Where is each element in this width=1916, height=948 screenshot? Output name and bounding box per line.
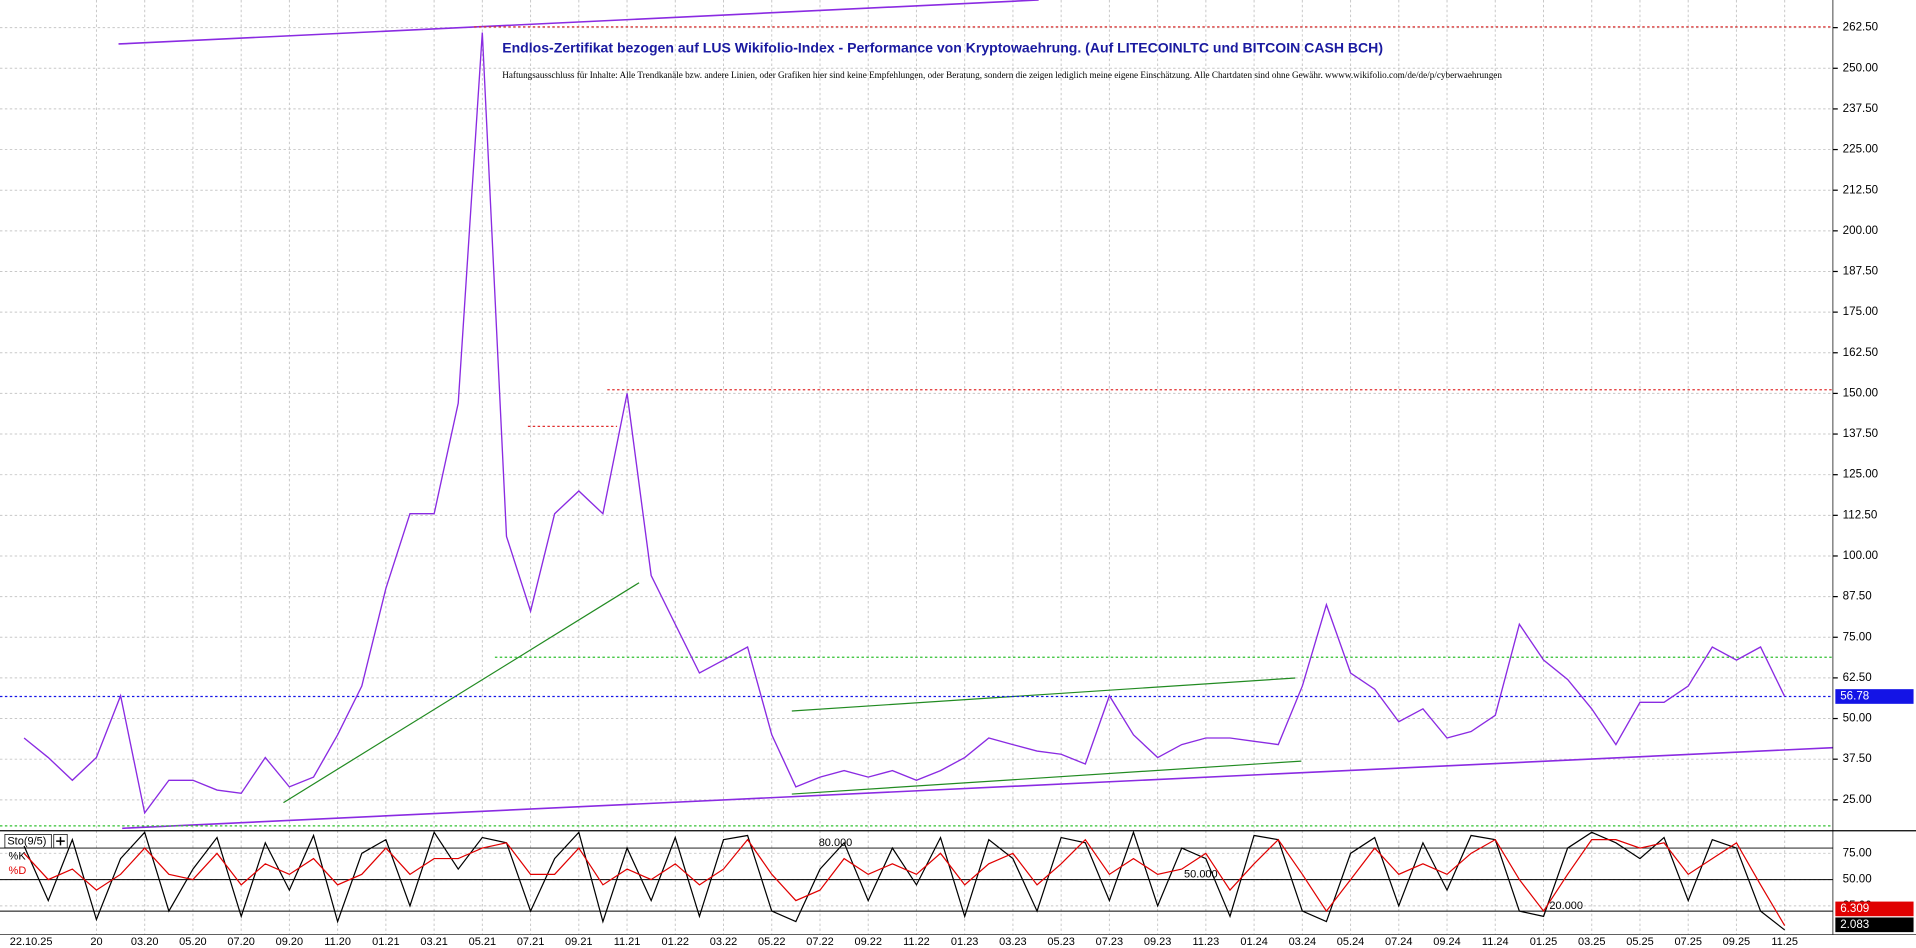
y-tick-label: 137.50 [1843,427,1878,440]
x-tick-label: 01.24 [1240,936,1268,948]
trendline [122,746,1833,830]
legend-entry: %K [9,850,27,862]
date-label: 22.10.25 [10,936,53,948]
x-tick-label: 11.23 [1193,936,1220,948]
y-tick-label: 212.50 [1843,183,1878,196]
trendline [283,582,640,804]
y-tick-label: 62.50 [1843,671,1872,684]
price-line [23,32,1786,815]
x-tick-label: 01.22 [662,936,690,948]
y-tick-label: 50.00 [1843,712,1872,725]
x-tick-label: 20 [90,936,102,948]
x-tick-label: 07.20 [227,936,255,948]
last-value-box [1835,917,1914,933]
trendline [791,677,1296,712]
y-tick-label: 175.00 [1843,305,1878,318]
x-tick-label: 09.22 [854,936,882,948]
x-tick-label: 01.21 [372,936,400,948]
y-tick-label: 187.50 [1843,265,1878,278]
y-tick-label: 75.00 [1843,846,1872,859]
x-tick-label: 09.20 [276,936,304,948]
y-tick-label: 25.00 [1843,793,1872,806]
y-tick-label: 125.00 [1843,468,1878,481]
x-tick-label: 05.25 [1626,936,1654,948]
x-tick-label: 03.21 [420,936,448,948]
legend-entry: %D [9,865,27,877]
level-label: 50.000 [1184,869,1218,881]
trendline [118,0,1039,45]
x-tick-label: 03.24 [1289,936,1317,948]
last-value-label: 56.78 [1840,690,1869,703]
grid [0,0,1833,935]
x-tick-label: 03.25 [1578,936,1606,948]
stochastic-line [23,838,1786,926]
x-tick-label: 07.24 [1385,936,1413,948]
y-tick-label: 87.50 [1843,590,1872,603]
x-tick-label: 11.24 [1482,936,1509,948]
x-tick-label: 09.23 [1144,936,1172,948]
x-tick-label: 11.21 [614,936,641,948]
y-tick-label: 237.50 [1843,102,1878,115]
x-tick-label: 05.24 [1337,936,1365,948]
panel-title: Sto(9/5) [7,836,46,848]
last-value-label: 2.083 [1840,918,1869,931]
x-tick-label: 07.25 [1674,936,1702,948]
x-tick-label: 11.22 [903,936,930,948]
last-value-label: 6.309 [1840,902,1869,915]
y-tick-label: 200.00 [1843,224,1878,237]
chart-subtitle: Haftungsausschluss für Inhalte: Alle Tre… [502,70,1502,80]
x-tick-label: 07.23 [1096,936,1124,948]
y-tick-label: 112.50 [1843,508,1878,521]
x-tick-label: 05.22 [758,936,786,948]
y-tick-label: 50.00 [1843,873,1872,886]
x-tick-label: 05.21 [469,936,497,948]
level-label: 20.000 [1549,900,1583,912]
y-tick-label: 250.00 [1843,61,1878,74]
y-tick-label: 225.00 [1843,143,1878,156]
plus-icon [56,836,65,846]
x-tick-label: 01.23 [951,936,979,948]
y-tick-label: 162.50 [1843,346,1878,359]
x-tick-label: 03.23 [999,936,1027,948]
y-tick-label: 100.00 [1843,549,1878,562]
x-tick-label: 05.20 [179,936,207,948]
chart-title: Endlos-Zertifikat bezogen auf LUS Wikifo… [502,40,1383,56]
x-tick-label: 11.25 [1771,936,1798,948]
y-tick-label: 262.50 [1843,21,1878,34]
last-value-box [1835,689,1914,704]
y-tick-label: 75.00 [1843,630,1872,643]
x-tick-label: 01.25 [1530,936,1558,948]
x-tick-label: 05.23 [1047,936,1075,948]
x-tick-label: 07.22 [806,936,834,948]
x-tick-label: 03.20 [131,936,159,948]
y-tick-label: 150.00 [1843,386,1878,399]
level-label: 80.000 [819,837,853,849]
last-value-box [1835,901,1914,917]
stochastic-line [23,830,1786,931]
x-tick-label: 09.21 [565,936,593,948]
x-tick-label: 11.20 [324,936,351,948]
x-tick-label: 07.21 [517,936,545,948]
y-tick-label: 37.50 [1843,752,1872,765]
trendline [791,760,1302,795]
x-tick-label: 09.25 [1723,936,1751,948]
x-tick-label: 09.24 [1433,936,1461,948]
x-tick-label: 03.22 [710,936,738,948]
